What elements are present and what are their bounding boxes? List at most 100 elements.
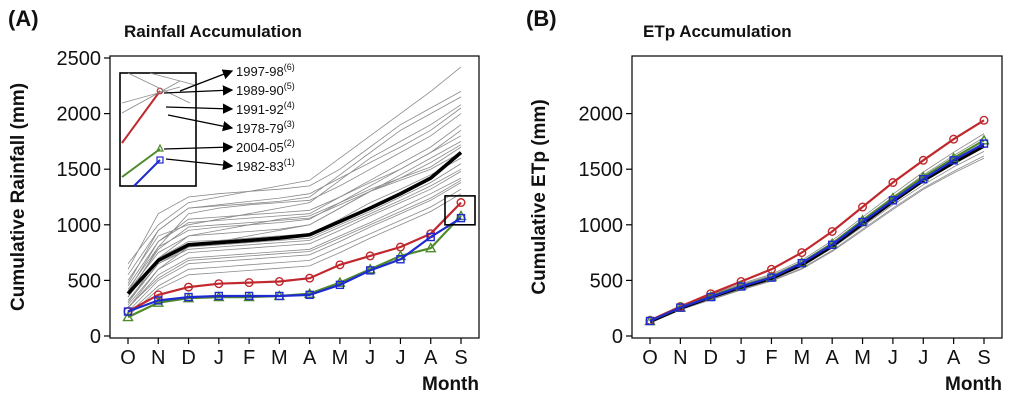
panel-a-label: (A) [8,6,39,31]
panel-a-background-run-line [127,113,462,298]
panel-a-blue-series-line [127,217,462,313]
panel-b-blue-point [797,258,807,268]
panel-a-blue-point [426,232,435,242]
panel-a-inset-background-line [149,72,196,86]
panel-a-legend-arrow [163,85,234,96]
panel-b-x-tick-label: D [704,347,718,369]
panel-a-blue-point [396,255,405,264]
panel-a-x-tick-label: A [424,347,438,369]
panel-b-background-run-line [649,133,985,321]
panel-a-plot-frame [109,55,480,339]
panel-a-background-run-line [127,144,462,294]
panel-b-blue-point [736,282,746,291]
panel-a-legend-arrow [165,158,234,171]
panel-a-blue-point [365,266,375,275]
panel-b-y-tick-label: 2000 [579,104,624,126]
panel-a-title: Rainfall Accumulation [124,22,302,41]
panel-a-legend-arrow [167,114,234,132]
panel-b-x-tick-label: J [918,347,928,369]
panel-a-x-tick-label: D [181,347,195,369]
panel-a-background-run-line [127,163,462,303]
panel-a-red-point [335,260,345,270]
panel-a-blue-point [305,290,314,300]
panel-b-plot-frame [631,55,1003,339]
panel-a-blue-point [184,292,193,302]
panel-a-background-run-line [127,168,462,301]
panel-a-blue-point [154,296,163,305]
panel-b-blue-point [706,292,715,302]
panel-b-background-run-line [649,157,985,324]
panel-a-legend-label: 1991-92(4) [236,100,295,117]
panel-b-label: (B) [526,6,557,31]
panel-a-inset-background-line [121,86,181,104]
panel-a-green-point [122,311,134,322]
panel-a-legend-label-superscript: (6) [284,62,295,72]
panel-b-blue-point [919,175,928,184]
panel-a-legend-label-superscript: (3) [284,119,295,129]
panel-a-inset-red-line [121,90,161,144]
panel-b-red-point [858,202,868,212]
panel-a-blue-point [244,291,254,301]
panel-a-red-point [184,282,194,292]
panel-b-red-series-line [649,119,985,322]
panel-a-x-tick-label: N [151,347,165,369]
panel-b-green-point [947,152,960,163]
panel-a-red-point [274,277,284,287]
panel-b-x-tick-label: F [765,347,777,369]
panel-a-zoom-box [444,195,476,226]
panel-a-blue-point [456,213,466,223]
panel-a-blue-point [214,291,224,301]
panel-a-inset-blue-line [133,159,161,187]
panel-a-legend-label-superscript: (1) [284,157,295,167]
panel-b-x-tick-label: O [642,347,658,369]
panel-a-background-run-line [127,182,462,312]
panel-a-mean-line [126,151,463,295]
panel-a-blue-point [123,307,133,316]
panel-a-y-tick-label: 1500 [57,159,102,181]
panel-b-background-run-line [649,155,985,324]
panel-b-x-axis-title: Month [945,374,1002,395]
panel-a-background-run-line [127,146,462,303]
panel-a-x-tick-label: J [365,347,375,369]
panel-b-x-tick-label: M [854,347,871,369]
panel-a-x-axis-title: Month [422,374,479,395]
panel-a-legend-arrow [163,142,234,153]
panel-a-legend-label: 1982-83(1) [236,157,295,174]
panel-b-blue-point [858,217,867,227]
panel-a-legend-label: 1989-90(5) [236,81,295,98]
panel-a-legend-arrow [165,103,234,114]
panel-b-blue-point [888,196,898,205]
panel-b-blue-point [827,240,837,250]
panel-b-y-tick-label: 1000 [579,215,624,237]
panel-a-background-run-line [127,91,462,270]
panel-b-x-tick-label: S [977,347,990,369]
panel-a-y-tick-label: 0 [90,326,101,348]
panel-b-blue-point [645,316,655,326]
panel-a-x-tick-label: O [120,347,136,369]
panel-a-inset-background-line [127,72,191,104]
panel-a-blue-point [335,280,345,290]
panel-a-x-tick-label: J [395,347,405,369]
panel-a-red-point [456,198,466,208]
panel-a-inset-blue-point [156,156,164,164]
panel-b-y-tick-label: 1500 [579,159,624,181]
panel-b-y-tick-label: 500 [590,270,623,292]
panel-b-title: ETp Accumulation [643,22,792,41]
panel-a-background-run-line [127,104,462,281]
panel-a-y-tick-label: 2500 [57,48,102,70]
panel-a-background-run-line [127,141,462,292]
panel-a-background-run-line [127,188,462,315]
panel-b-x-tick-label: N [673,347,687,369]
panel-a-background-run-line [127,193,462,317]
panel-b-x-tick-label: A [947,347,961,369]
panel-a-green-point [334,276,346,287]
panel-a-inset-green-point [156,143,164,152]
panel-a-x-tick-label: M [271,347,288,369]
panel-b-blue-point [767,273,776,282]
panel-a-background-run-line [127,66,462,264]
panel-a-legend-label-superscript: (2) [284,138,295,148]
